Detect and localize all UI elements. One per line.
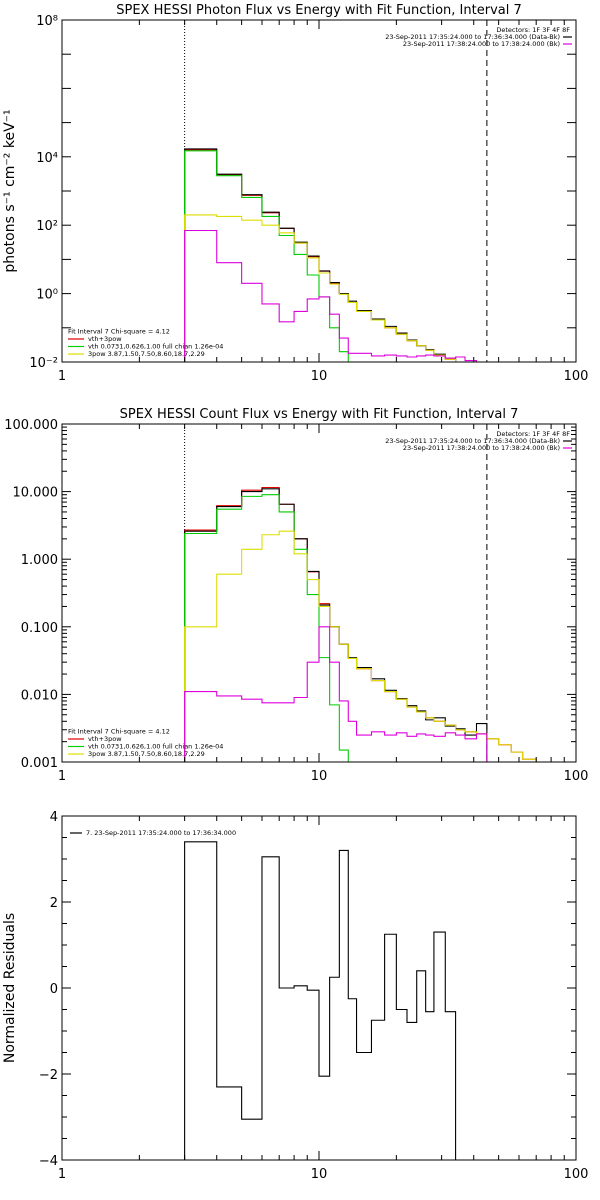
y-tick-label: 100.000 (4, 418, 58, 433)
y-tick-label: 10⁰ (36, 288, 58, 303)
x-tick-label: 1 (58, 369, 66, 384)
y-tick-label: 4 (50, 810, 58, 825)
chart-panel-2: SPEX HESSI Count Flux vs Energy with Fit… (4, 407, 588, 784)
legend-entry: 7. 23-Sep-2011 17:35:24.000 to 17:36:34.… (86, 829, 236, 837)
y-axis-label: photons s⁻¹ cm⁻² keV⁻¹ (2, 109, 18, 272)
y-axis-label: Normalized Residuals (2, 913, 18, 1063)
x-tick-label: 1 (58, 769, 66, 784)
y-tick-label: 0.010 (21, 688, 58, 703)
x-tick-label: 10 (311, 769, 328, 784)
legend-entry: 23-Sep-2011 17:38:24.000 to 17:38:24.000… (403, 40, 560, 48)
legend-header: Detectors: 1F 3F 4F 8F (496, 430, 570, 438)
legend-entry: vth 0.0731,0.626,1.00 full chian 1.26e-0… (88, 343, 223, 351)
y-tick-label: 1.000 (21, 553, 58, 568)
legend-header: Detectors: 1F 3F 4F 8F (496, 26, 570, 34)
legend-entry: 23-Sep-2011 17:35:24.000 to 17:36:34.000… (385, 437, 560, 445)
y-tick-label: 10⁸ (36, 14, 58, 29)
y-tick-label: −4 (39, 1154, 58, 1169)
x-tick-label: 100 (564, 1167, 589, 1182)
data-series-1 (184, 486, 537, 762)
chart-title: SPEX HESSI Count Flux vs Energy with Fit… (120, 407, 519, 422)
chart-panel-3: 1 10 100 −4 −2 0 2 4 Normalized Residuals 7. 23-S… (2, 810, 588, 1182)
y-tick-label: 10² (36, 219, 58, 234)
legend-entry: vth 0.0731,0.626,1.00 full chian 1.26e-0… (88, 743, 223, 751)
x-tick-label: 10 (311, 1167, 328, 1182)
legend-header: Fit Interval 7 Chi-square = 4.12 (68, 728, 170, 736)
data-series-2 (184, 488, 488, 762)
x-tick-label: 10 (311, 369, 328, 384)
data-series-4 (184, 530, 537, 762)
plot-area (184, 841, 457, 1160)
legend-entry: 3pow 3.87,1.50,7.50,8.60,18.7,2.29 (88, 350, 205, 358)
data-series-1 (184, 149, 512, 362)
plot-area (184, 20, 512, 362)
data-series-5 (184, 626, 488, 762)
legend-entry: vth+3pow (88, 735, 122, 743)
data-series-2 (184, 148, 487, 362)
y-tick-label: 2 (50, 896, 58, 911)
legend-entry: 23-Sep-2011 17:35:24.000 to 17:36:34.000… (385, 33, 560, 41)
y-tick-label: 0.001 (21, 756, 58, 771)
legend-header: Fit Interval 7 Chi-square = 4.12 (68, 328, 170, 336)
plot-area (184, 424, 537, 762)
chart-panel-1: SPEX HESSI Photon Flux vs Energy with Fi… (2, 3, 588, 384)
y-tick-label: −2 (39, 1068, 58, 1083)
data-series-5 (184, 229, 487, 362)
data-series-1 (184, 841, 457, 1160)
legend-entry: 3pow 3.87,1.50,7.50,8.60,18.7,2.29 (88, 750, 205, 758)
y-tick-label: 10⁴ (36, 151, 58, 166)
data-series-3 (184, 150, 357, 362)
plot-frame (61, 815, 577, 1161)
chart-title: SPEX HESSI Photon Flux vs Energy with Fi… (116, 3, 522, 18)
plot-frame (61, 19, 577, 363)
x-tick-label: 100 (564, 769, 589, 784)
legend-entry: 23-Sep-2011 17:38:24.000 to 17:38:24.000… (403, 444, 560, 452)
legend-entry: vth+3pow (88, 335, 122, 343)
x-tick-label: 1 (58, 1167, 66, 1182)
y-tick-label: 0.100 (21, 621, 58, 636)
y-tick-label: 10.000 (13, 486, 59, 501)
x-tick-label: 100 (564, 369, 589, 384)
y-tick-label: 10⁻² (29, 356, 58, 371)
y-tick-label: 0 (50, 982, 58, 997)
